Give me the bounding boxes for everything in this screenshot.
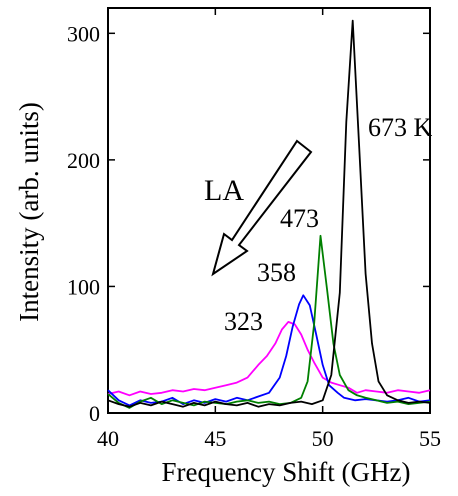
x-tick-label: 45 <box>204 426 226 451</box>
series-line-323 <box>107 320 431 397</box>
series-label-323: 323 <box>224 307 263 336</box>
series-label-673: 673 K <box>368 113 433 142</box>
x-tick-label: 50 <box>312 426 334 451</box>
y-axis-label: Intensity (arb. units) <box>14 102 44 322</box>
series-line-673-k <box>107 19 431 408</box>
x-tick-label: 40 <box>97 426 119 451</box>
la-arrow <box>211 139 313 277</box>
series-label-358: 358 <box>257 258 296 287</box>
plot-area: 40 45 50 55 0 100 200 300 <box>67 7 441 451</box>
series-line-358 <box>107 294 431 407</box>
series-label-473: 473 <box>280 204 319 233</box>
x-axis-label: Frequency Shift (GHz) <box>162 457 411 487</box>
y-tick-label: 100 <box>67 274 100 299</box>
ticks-layer: 40 45 50 55 0 100 200 300 <box>67 8 441 451</box>
y-tick-label: 0 <box>89 401 100 426</box>
x-tick-label: 55 <box>419 426 441 451</box>
y-tick-label: 300 <box>67 21 100 46</box>
plot-frame <box>107 7 431 414</box>
la-annotation: LA <box>204 174 244 207</box>
series-layer <box>107 19 431 409</box>
y-tick-label: 200 <box>67 148 100 173</box>
